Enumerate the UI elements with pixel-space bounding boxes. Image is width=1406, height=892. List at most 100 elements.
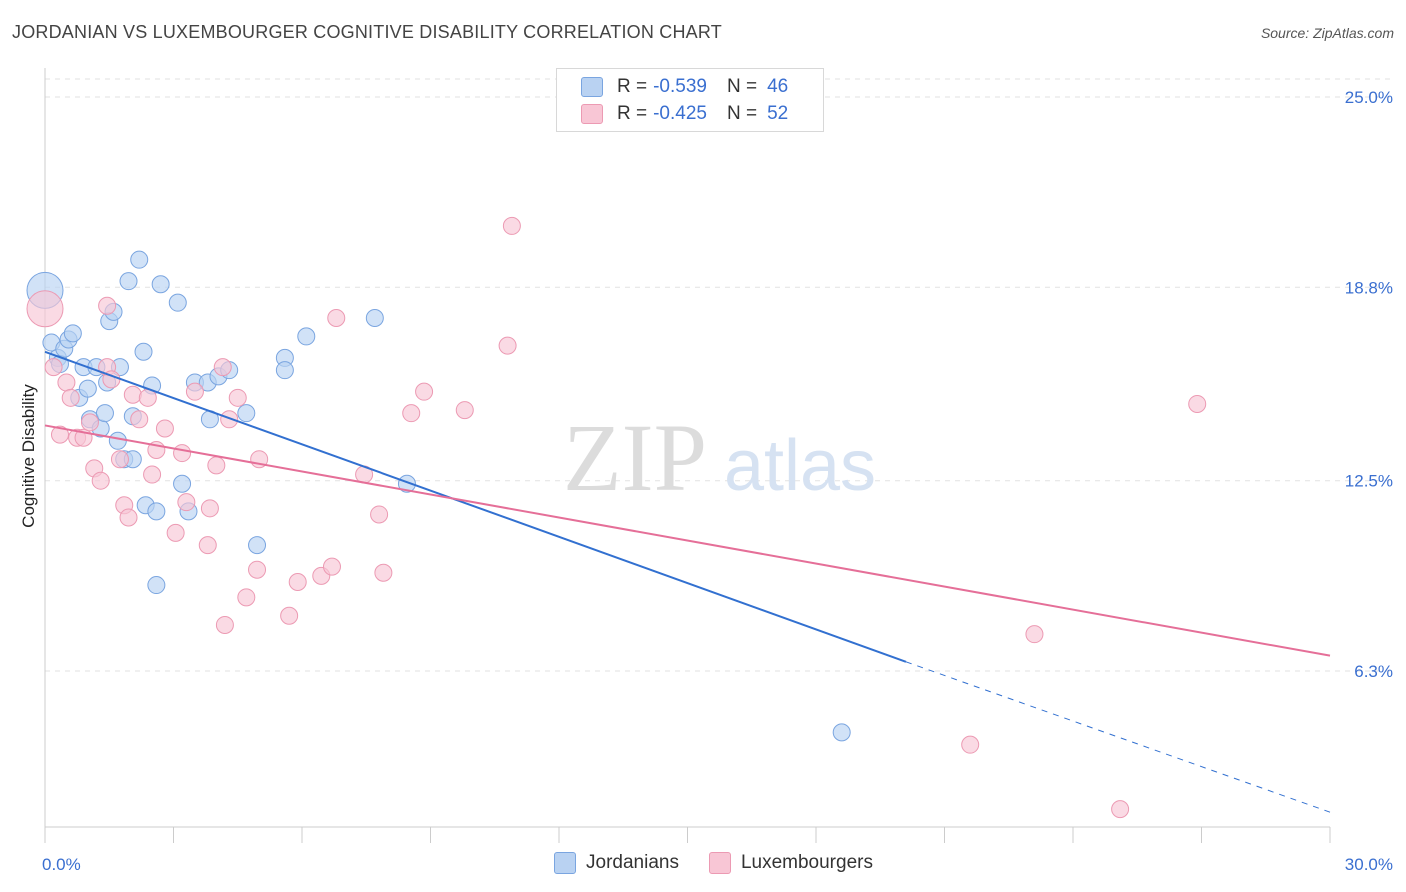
legend-swatch-pink	[708, 852, 731, 874]
jordanians-point	[832, 723, 851, 742]
luxembourgers-point	[280, 606, 299, 625]
watermark-zip: ZIP	[563, 404, 707, 511]
source-attribution: Source: ZipAtlas.com	[1260, 25, 1394, 41]
luxembourgers-point	[44, 358, 63, 377]
luxembourgers-point	[130, 410, 149, 429]
watermark-atlas: atlas	[724, 426, 876, 506]
luxembourgers-trend-line	[44, 424, 1331, 657]
trend-lines	[44, 350, 1331, 813]
legend-n-label: N =	[726, 76, 758, 97]
jordanians-point	[147, 576, 166, 595]
legend-r-label: R =	[617, 103, 648, 124]
luxembourgers-point	[220, 410, 239, 429]
series-legend: Jordanians Luxembourgers	[554, 852, 903, 874]
y-tick-label: 12.5%	[1345, 472, 1393, 491]
luxembourgers-point	[91, 471, 110, 490]
luxembourgers-point	[185, 382, 204, 401]
luxembourgers-points	[26, 216, 1207, 819]
legend-n-value: 46	[767, 76, 789, 97]
luxembourgers-point	[119, 508, 138, 527]
luxembourgers-point	[228, 388, 247, 407]
tick-labels: 6.3% 12.5% 18.8% 25.0% 0.0% 30.0%	[42, 88, 1393, 874]
y-tick-label: 18.8%	[1345, 278, 1393, 297]
luxembourgers-point	[498, 336, 517, 355]
jordanians-point	[78, 379, 97, 398]
axes	[44, 68, 1331, 843]
legend-n-value: 52	[767, 103, 789, 124]
legend: R = -0.539 N = 46 R = -0.425 N = 52	[556, 68, 824, 132]
jordanians-point	[365, 309, 384, 328]
luxembourgers-point	[166, 523, 185, 542]
jordanians-point	[275, 361, 294, 380]
jordanians-point	[237, 404, 256, 423]
y-tick-label: 6.3%	[1354, 662, 1393, 681]
series-legend-label: Luxembourgers	[740, 852, 873, 873]
jordanians-point	[297, 327, 316, 346]
series-legend-luxembourgers[interactable]: Luxembourgers	[708, 852, 873, 874]
luxembourgers-point	[961, 735, 980, 754]
luxembourgers-point	[57, 373, 76, 392]
luxembourgers-point	[177, 493, 196, 512]
luxembourgers-point	[1111, 800, 1130, 819]
luxembourgers-point	[26, 290, 64, 328]
luxembourgers-point	[415, 382, 434, 401]
x-tick-label: 30.0%	[1345, 855, 1393, 874]
legend-row-luxembourgers: R = -0.425 N = 52	[581, 100, 788, 128]
luxembourgers-point	[80, 413, 99, 432]
luxembourgers-point	[502, 216, 521, 235]
x-tick-label: 0.0%	[42, 855, 81, 874]
luxembourgers-point	[237, 588, 256, 607]
series-legend-label: Jordanians	[586, 852, 679, 873]
y-tick-label: 25.0%	[1345, 88, 1393, 107]
legend-swatch-pink	[581, 104, 603, 124]
luxembourgers-point	[374, 563, 393, 582]
watermark: ZIP atlas	[563, 404, 876, 511]
jordanians-point	[119, 272, 138, 291]
luxembourgers-point	[173, 444, 192, 463]
luxembourgers-point	[288, 572, 307, 591]
luxembourgers-point	[370, 505, 389, 524]
luxembourgers-point	[1188, 394, 1207, 413]
jordanians-trend-line	[44, 350, 907, 663]
luxembourgers-point	[155, 419, 174, 438]
luxembourgers-point	[1025, 625, 1044, 644]
luxembourgers-point	[98, 296, 117, 315]
legend-r-value: -0.425	[653, 103, 707, 124]
chart-title: JORDANIAN VS LUXEMBOURGER COGNITIVE DISA…	[12, 22, 722, 42]
y-axis-label: Cognitive Disability	[19, 384, 38, 528]
jordanians-trend-extension	[905, 661, 1331, 813]
jordanians-point	[173, 474, 192, 493]
jordanians-point	[151, 275, 170, 294]
luxembourgers-point	[61, 388, 80, 407]
jordanians-point	[147, 502, 166, 521]
luxembourgers-point	[207, 456, 226, 475]
luxembourgers-point	[110, 450, 129, 469]
luxembourgers-point	[198, 536, 217, 555]
legend-n-label: N =	[726, 103, 758, 124]
luxembourgers-point	[50, 425, 69, 444]
jordanians-point	[248, 536, 267, 555]
legend-r-label: R =	[617, 76, 648, 97]
legend-swatch-blue	[554, 852, 576, 874]
legend-r-value: -0.539	[653, 76, 707, 97]
luxembourgers-point	[200, 499, 219, 518]
luxembourgers-point	[143, 465, 162, 484]
jordanians-point	[130, 250, 149, 269]
luxembourgers-point	[215, 615, 234, 634]
luxembourgers-point	[327, 309, 346, 328]
legend-swatch-blue	[581, 77, 603, 97]
series-legend-jordanians[interactable]: Jordanians	[554, 852, 679, 874]
luxembourgers-point	[402, 404, 421, 423]
legend-row-jordanians: R = -0.539 N = 46	[581, 73, 788, 101]
luxembourgers-point	[248, 560, 267, 579]
luxembourgers-point	[123, 385, 142, 404]
jordanians-point	[95, 404, 114, 423]
luxembourgers-point	[455, 401, 474, 420]
luxembourgers-point	[322, 557, 341, 576]
luxembourgers-point	[213, 358, 232, 377]
jordanians-point	[168, 293, 187, 312]
jordanians-point	[134, 342, 153, 361]
jordanians-point	[63, 324, 82, 343]
grid-lines	[45, 78, 1395, 672]
